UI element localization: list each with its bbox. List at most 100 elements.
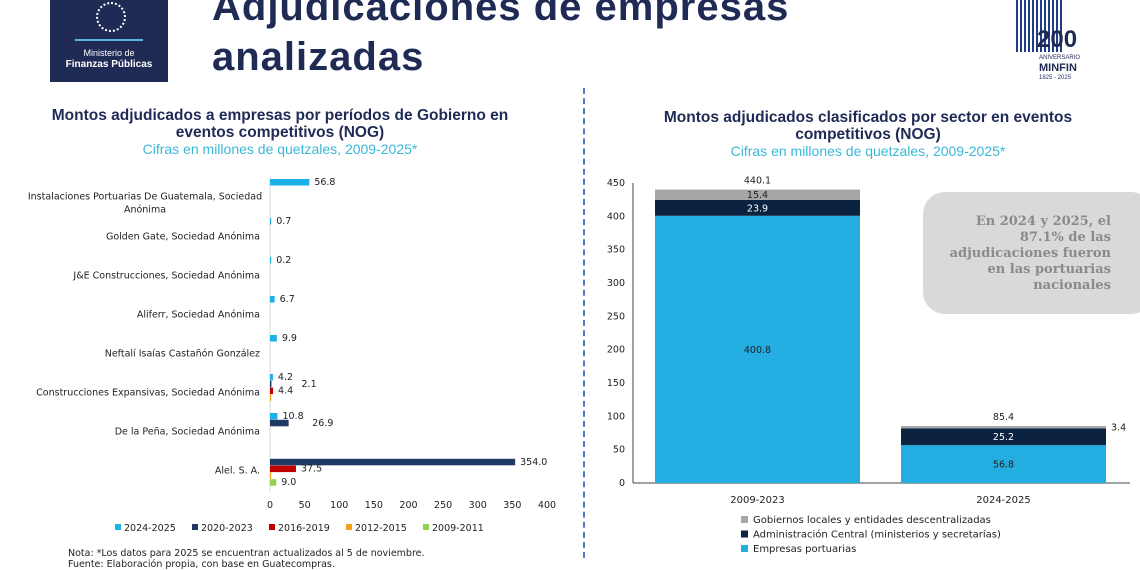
bar-2016-2019 [270, 387, 274, 395]
right-chart-title: Montos adjudicados clasificados por sect… [628, 109, 1108, 160]
stack-segment-1 [655, 199, 860, 216]
segment-value-label: 3.4 [1111, 423, 1126, 434]
x-tick-label: 350 [503, 500, 521, 511]
y-tick-label: 0 [619, 478, 625, 489]
legend-label: 2016-2019 [278, 523, 330, 534]
x-tick-label: 200 [399, 500, 417, 511]
category-label: 2009-2023 [730, 495, 785, 506]
legend-label: 2012-2015 [355, 523, 407, 534]
anniv-text: ANIVERSARIO [1039, 55, 1081, 61]
x-tick-label: 400 [538, 500, 556, 511]
bar-value-label: 37.5 [301, 464, 322, 475]
legend-swatch [423, 524, 429, 530]
stack-segment-2 [901, 426, 1106, 429]
total-label: 440.1 [744, 176, 771, 187]
legend-swatch [346, 524, 352, 530]
legend-swatch [741, 530, 748, 538]
logo-line1: Ministerio de [83, 48, 135, 58]
segment-value-label: 56.8 [993, 460, 1014, 471]
note-line: Nota: *Los datos para 2025 se encuentran… [68, 548, 425, 559]
anniv-brand: MINFIN [1039, 62, 1077, 74]
legend-label: Gobiernos locales y entidades descentral… [753, 515, 991, 526]
stack-segment-0 [655, 215, 860, 484]
y-tick-label: 250 [607, 311, 625, 322]
y-tick-label: 200 [607, 345, 625, 356]
y-tick-label: 100 [607, 411, 625, 422]
bar-2024-2025 [270, 296, 275, 303]
bar-value-label: 2.1 [302, 379, 317, 390]
bar-value-label: 56.8 [314, 177, 335, 188]
y-tick-label: 450 [607, 178, 625, 189]
bar-2024-2025 [270, 335, 277, 342]
footnote: Nota: *Los datos para 2025 se encuentran… [68, 548, 425, 570]
x-tick-label: 100 [330, 500, 348, 511]
right-title-text: Montos adjudicados clasificados por sect… [663, 109, 1073, 143]
bar-2020-2023 [270, 458, 516, 466]
anniv-number: 200 [1037, 26, 1078, 53]
bar-2012-2015 [270, 394, 272, 401]
x-tick-label: 300 [469, 500, 487, 511]
right-subtitle: Cifras en millones de quetzales, 2009-20… [730, 143, 1006, 159]
x-tick-label: 150 [365, 500, 383, 511]
bar-value-label: 26.9 [312, 418, 333, 429]
y-tick-label: 400 [607, 211, 625, 222]
stack-segment-2 [655, 189, 860, 200]
callout-box: En 2024 y 2025, el 87.1% de las adjudica… [923, 192, 1140, 314]
legend-swatch [269, 524, 275, 530]
legend-label: Administración Central (ministerios y se… [753, 529, 1001, 541]
legend-label: 2024-2025 [124, 523, 176, 534]
bar-value-label: 10.8 [282, 411, 303, 422]
category-label: Neftalí Isaías Castañón González [105, 349, 260, 360]
bar-value-label: 9.9 [282, 333, 297, 344]
category-label: Construcciones Expansivas, Sociedad Anón… [36, 388, 260, 399]
legend-swatch [192, 524, 198, 530]
bar-value-label: 354.0 [520, 457, 547, 468]
page-title: Adjudicaciones de empresas analizadas [212, 0, 790, 79]
logo-line2: Finanzas Públicas [65, 59, 153, 70]
section-divider [583, 88, 585, 558]
bar-2012-2015 [270, 472, 272, 479]
y-tick-label: 350 [607, 245, 625, 256]
ministry-logo: Ministerio de Finanzas Públicas [50, 0, 168, 82]
source-line: Fuente: Elaboración propia, con base en … [68, 559, 335, 570]
bar-2024-2025 [270, 257, 272, 264]
left-chart-title: Montos adjudicados a empresas por períod… [30, 107, 530, 158]
logo-divider [75, 39, 143, 41]
bar-2009-2011 [270, 479, 277, 486]
legend-swatch [741, 545, 748, 552]
callout-text: En 2024 y 2025, el 87.1% de las adjudica… [949, 214, 1111, 293]
left-title-text: Montos adjudicados a empresas por períod… [51, 107, 509, 141]
category-label: Instalaciones Portuarias De Guatemala, S… [28, 192, 262, 216]
x-tick-label: 0 [267, 500, 273, 511]
coat-of-arms-icon [96, 2, 126, 32]
segment-value-label: 400.8 [744, 345, 771, 356]
legend-label: 2020-2023 [201, 523, 253, 534]
bar-2020-2023 [270, 419, 289, 427]
bar-2024-2025 [270, 179, 310, 186]
stack-segment-0 [901, 445, 1106, 483]
legend-label: Empresas portuarias [753, 544, 856, 555]
left-subtitle: Cifras en millones de quetzales, 2009-20… [142, 141, 418, 157]
segment-value-label: 23.9 [747, 203, 768, 214]
category-label: J&E Construcciones, Sociedad Anónima [72, 271, 260, 282]
anniversary-logo: 200 ANIVERSARIO MINFIN 1825 - 2025 [1013, 0, 1093, 82]
segment-value-label: 15.4 [747, 190, 768, 201]
stack-segment-1 [901, 428, 1106, 446]
bar-2020-2023 [270, 380, 272, 388]
y-tick-label: 300 [607, 278, 625, 289]
category-label: De la Peña, Sociedad Anónima [115, 427, 260, 438]
bar-2024-2025 [270, 218, 272, 225]
category-label: 2024-2025 [976, 495, 1031, 506]
legend-swatch [741, 516, 748, 523]
category-label: Alel. S. A. [215, 466, 260, 477]
bar-value-label: 0.7 [276, 216, 291, 227]
bar-value-label: 0.2 [276, 255, 291, 266]
y-tick-label: 150 [607, 378, 625, 389]
category-label: Aliferr, Sociedad Anónima [137, 310, 260, 321]
bar-value-label: 6.7 [280, 294, 295, 305]
x-tick-label: 50 [299, 500, 311, 511]
left-bar-chart: Instalaciones Portuarias De Guatemala, S… [28, 177, 556, 534]
bar-value-label: 9.0 [281, 477, 296, 488]
building-icon [1016, 0, 1064, 52]
segment-value-label: 25.2 [993, 432, 1014, 443]
